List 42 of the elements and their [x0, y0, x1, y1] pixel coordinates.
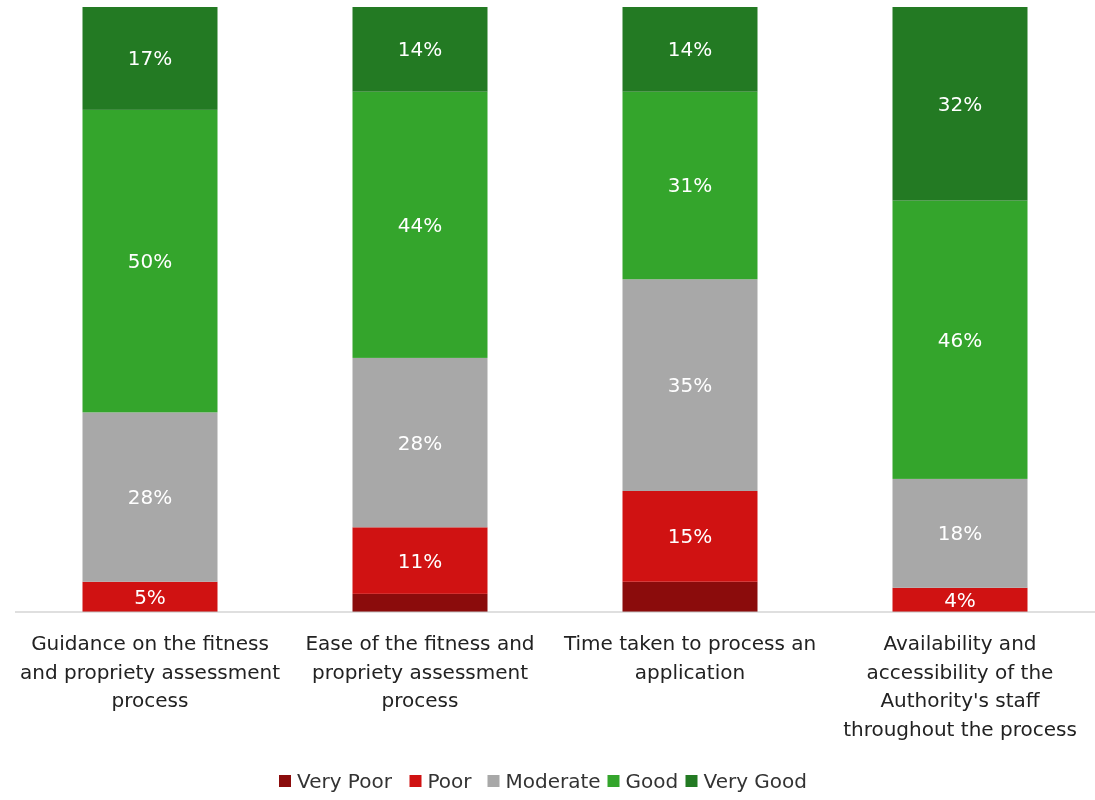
bar [892, 7, 1028, 201]
data-label: 11% [397, 548, 443, 573]
bar [892, 478, 1028, 588]
data-label: 5% [134, 584, 166, 609]
legend-label: Very Good [703, 769, 808, 793]
legend-label: Good [625, 769, 679, 793]
data-label: 4% [944, 587, 976, 612]
legend-label: Poor [427, 769, 473, 793]
legend-label: Moderate [505, 769, 601, 793]
bar [622, 279, 758, 491]
data-label: 32% [937, 91, 983, 116]
data-label: 31% [667, 173, 713, 198]
bar [82, 7, 218, 110]
data-label: 17% [127, 46, 173, 71]
x-tick-label: Availability and accessibility of the Authority's staff throughout the process [843, 631, 1077, 741]
bar [352, 527, 488, 594]
bar [352, 7, 488, 92]
x-tick-label: Ease of the fitness and propriety assessment process [305, 631, 535, 712]
data-label: 18% [937, 521, 983, 546]
bar [892, 200, 1028, 479]
bar [352, 357, 488, 528]
data-label: 28% [397, 430, 443, 455]
x-tick-label: Guidance on the fitness and propriety assessment process [19, 631, 281, 712]
bar [352, 593, 488, 612]
data-label: 35% [667, 373, 713, 398]
data-label: 46% [937, 327, 983, 352]
data-label: 28% [127, 485, 173, 510]
data-label: 15% [667, 524, 713, 549]
bar [622, 7, 758, 92]
bar [82, 109, 218, 413]
bar [622, 91, 758, 280]
data-label: 44% [397, 212, 443, 237]
legend-label: Very Poor [297, 769, 393, 793]
data-label: 14% [667, 37, 713, 62]
data-label: 14% [397, 37, 443, 62]
bar [622, 491, 758, 582]
bar [622, 581, 758, 612]
bar [352, 91, 488, 358]
data-label: 50% [127, 249, 173, 274]
bar [82, 412, 218, 582]
bar [82, 581, 218, 612]
x-tick-label: Time taken to process an application [562, 631, 817, 684]
